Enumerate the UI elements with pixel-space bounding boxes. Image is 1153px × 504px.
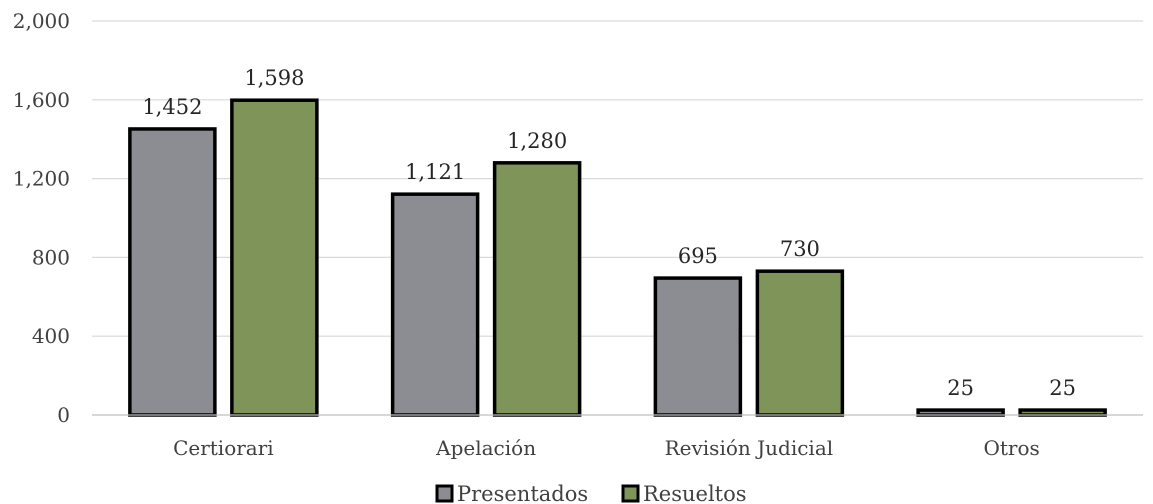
x-category-label: Apelación [435, 436, 536, 460]
data-label: 25 [1049, 376, 1076, 400]
data-labels: 1,452 1,598 1,121 1,280 695 730 25 25 [142, 66, 1076, 400]
bar-presentados-1 [128, 127, 217, 417]
data-label: 25 [947, 376, 974, 400]
y-tick-label: 800 [32, 245, 70, 269]
bar-presentados-4 [916, 408, 1005, 417]
bar-resueltos-2 [492, 161, 582, 417]
y-tick-label: 1,200 [13, 167, 70, 191]
data-label: 1,452 [142, 95, 202, 119]
legend-swatch-resueltos [621, 484, 640, 503]
x-category-label: Revisión Judicial [665, 436, 834, 460]
y-tick-label: 2,000 [13, 9, 70, 33]
bar-presentados-3 [653, 276, 743, 417]
legend-label: Presentados [457, 482, 588, 504]
y-tick-label: 1,600 [13, 88, 70, 112]
data-label: 1,121 [405, 160, 465, 184]
legend-label: Resueltos [643, 482, 747, 504]
bar-resueltos-1 [230, 98, 319, 417]
bar-resueltos-4 [1018, 408, 1107, 417]
y-tick-label: 0 [57, 403, 70, 427]
data-label: 695 [678, 244, 718, 268]
y-tick-label: 400 [32, 324, 70, 348]
bars [128, 98, 1107, 417]
x-category-label: Otros [983, 436, 1039, 460]
legend-swatch-presentados [435, 484, 454, 503]
data-label: 730 [780, 237, 820, 261]
bar-presentados-2 [390, 192, 480, 417]
y-axis-ticks: 0 400 800 1,200 1,600 2,000 [13, 9, 70, 427]
x-axis-categories: Certiorari Apelación Revisión Judicial Otro… [173, 436, 1040, 460]
legend: Presentados Resueltos [435, 482, 747, 504]
x-category-label: Certiorari [173, 436, 274, 460]
bar-resueltos-3 [755, 269, 845, 417]
data-label: 1,280 [507, 129, 567, 153]
data-label: 1,598 [244, 66, 304, 90]
